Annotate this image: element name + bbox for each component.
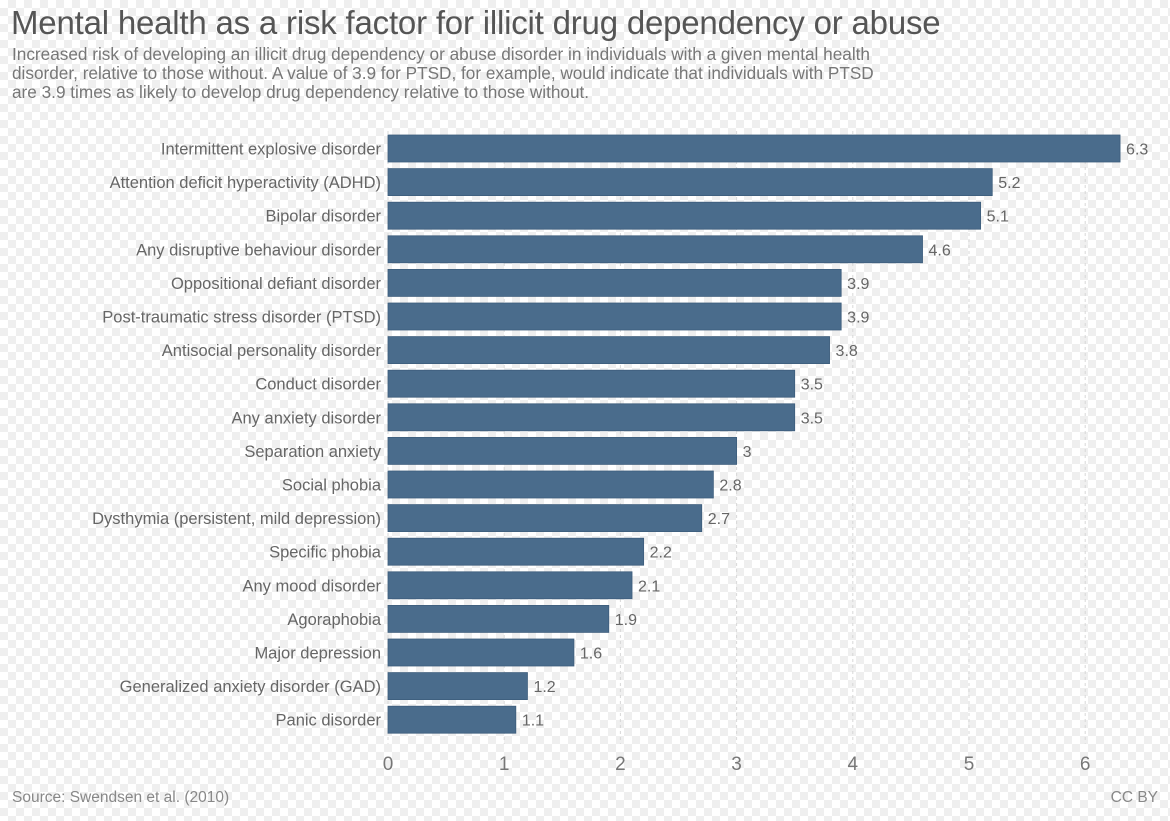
category-label: Separation anxiety xyxy=(244,443,381,461)
bars xyxy=(387,134,1121,734)
x-tick-label: 0 xyxy=(383,754,394,775)
bar xyxy=(387,268,842,297)
value-label: 3.8 xyxy=(836,343,858,360)
category-label: Panic disorder xyxy=(276,712,382,730)
source-note: Source: Swendsen et al. (2010) xyxy=(12,789,230,806)
category-label: Specific phobia xyxy=(269,544,382,562)
bar xyxy=(387,436,738,465)
value-label: 2.7 xyxy=(708,511,730,528)
value-label: 1.9 xyxy=(615,612,637,629)
category-label: Intermittent explosive disorder xyxy=(161,141,382,159)
category-label: Attention deficit hyperactivity (ADHD) xyxy=(110,174,381,192)
value-label: 1.6 xyxy=(580,646,602,663)
bar xyxy=(387,302,842,331)
category-label: Antisocial personality disorder xyxy=(162,342,382,360)
x-tick-label: 4 xyxy=(848,754,859,775)
bar xyxy=(387,638,575,667)
category-label: Major depression xyxy=(254,645,381,663)
value-label: 3.9 xyxy=(847,276,869,293)
value-label: 5.1 xyxy=(987,209,1009,226)
value-label: 1.1 xyxy=(522,713,544,730)
category-label: Oppositional defiant disorder xyxy=(171,275,382,293)
category-labels: Intermittent explosive disorder Attention… xyxy=(92,141,382,730)
bar xyxy=(387,134,1121,163)
x-tick-label: 3 xyxy=(731,754,742,775)
bar xyxy=(387,504,703,533)
subtitle-line: are 3.9 times as likely to develop drug … xyxy=(12,82,590,102)
bar xyxy=(387,605,610,633)
bar xyxy=(387,235,923,264)
category-label: Agoraphobia xyxy=(287,611,381,629)
value-label: 2.1 xyxy=(638,578,660,595)
category-label: Social phobia xyxy=(282,477,382,495)
subtitle-line: Increased risk of developing an illicit … xyxy=(12,44,870,64)
x-tick-label: 1 xyxy=(499,754,510,775)
category-label: Any anxiety disorder xyxy=(232,409,382,427)
chart-subtitle: Increased risk of developing an illicit … xyxy=(12,45,1032,102)
bar xyxy=(387,369,796,398)
value-label: 3.5 xyxy=(801,377,823,394)
category-label: Generalized anxiety disorder (GAD) xyxy=(120,678,381,696)
category-label: Any mood disorder xyxy=(243,577,382,595)
value-label: 2.8 xyxy=(719,478,741,495)
category-label: Bipolar disorder xyxy=(265,208,381,226)
value-label: 3 xyxy=(743,444,752,461)
bar xyxy=(387,403,796,432)
bar xyxy=(387,168,993,197)
category-label: Dysthymia (persistent, mild depression) xyxy=(92,510,381,528)
value-label: 2.2 xyxy=(650,545,672,562)
value-label: 3.5 xyxy=(801,410,823,427)
value-label: 1.2 xyxy=(533,679,555,696)
value-label: 6.3 xyxy=(1126,142,1148,159)
bar xyxy=(387,336,830,365)
bar xyxy=(387,537,645,566)
category-label: Any disruptive behaviour disorder xyxy=(136,241,381,259)
value-labels: 6.3 5.2 5.1 4.6 3.9 3.9 3.8 3.5 3.5 32.8 2.7 2.2 2.1… xyxy=(522,142,1149,730)
bar xyxy=(387,705,517,734)
value-label: 5.2 xyxy=(998,175,1020,192)
category-label: Post-traumatic stress disorder (PTSD) xyxy=(102,309,381,327)
value-label: 3.9 xyxy=(847,310,869,327)
x-tick-label: 6 xyxy=(1080,754,1091,775)
x-axis: 0 1 2 3 4 5 6 xyxy=(383,754,1091,775)
value-label: 4.6 xyxy=(929,242,951,259)
category-label: Conduct disorder xyxy=(255,376,381,394)
bar xyxy=(387,571,633,600)
bar xyxy=(387,470,714,499)
x-tick-label: 2 xyxy=(615,754,626,775)
x-tick-label: 5 xyxy=(964,754,975,775)
chart-title: Mental health as a risk factor for illic… xyxy=(11,4,941,41)
license-label: CC BY xyxy=(1110,789,1158,806)
bar xyxy=(387,672,528,700)
subtitle-line: disorder, relative to those without. A v… xyxy=(12,63,874,83)
bar xyxy=(387,201,982,230)
